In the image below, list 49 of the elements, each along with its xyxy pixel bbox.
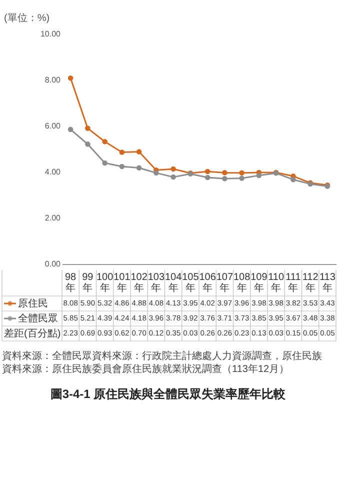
point (136, 165, 142, 170)
x-tick-label: 107年 (216, 272, 234, 294)
x-tick-label: 101年 (114, 272, 131, 294)
point (136, 149, 142, 154)
point (222, 176, 228, 182)
point (170, 166, 176, 172)
point (102, 139, 108, 144)
point (85, 126, 90, 131)
point (239, 176, 244, 181)
point (222, 170, 228, 176)
x-tick-label: 113年 (319, 272, 336, 294)
x-tick-label: 111年 (286, 272, 302, 294)
x-tick-label: 106年 (199, 272, 216, 294)
x-tick-label: 99年 (82, 272, 94, 294)
x-tick-label: 100年 (96, 272, 114, 294)
x-tick-label: 108年 (233, 272, 251, 294)
point (119, 164, 125, 170)
point (170, 174, 176, 180)
text: 差距(百分點) (4, 328, 61, 340)
x-tick-label: 98年 (65, 272, 77, 294)
point (239, 170, 244, 176)
point (204, 168, 210, 174)
y-tick-label: 6.00 (44, 122, 62, 130)
x-tick-label: 110年 (268, 272, 284, 294)
x-tick-label: 112年 (302, 272, 319, 294)
x-tick-label: 105年 (182, 272, 200, 294)
legend-label: 原住民 (18, 298, 48, 310)
x-tick-label: 102年 (130, 272, 148, 294)
y-tick-label: 8.00 (44, 76, 62, 84)
source-note: 資料來源：全體民眾資料來源：行政院主計總處人力資源調查，原住民族資料來源：原住民族委員會原住民族就業狀況調查（113年12月） (2, 350, 322, 375)
y-tick-label: 0.00 (44, 260, 62, 268)
point (68, 76, 74, 81)
x-tick-label: 103年 (148, 272, 165, 294)
point (119, 150, 125, 155)
point (290, 176, 296, 182)
y-tick-label: 4.00 (44, 168, 62, 176)
point (256, 172, 262, 178)
point (204, 174, 210, 180)
point (154, 170, 159, 176)
point (68, 126, 74, 132)
y-tick-label: 2.00 (44, 214, 62, 222)
x-tick-label: 104年 (164, 272, 182, 294)
point (85, 142, 90, 147)
point (102, 160, 108, 166)
text: 圖3-4-1 原住民族與全體民眾失業率歷年比較 (50, 387, 287, 401)
y-tick-label: 10.00 (40, 30, 62, 38)
x-tick-label: 109年 (250, 272, 268, 294)
legend-label: 全體民眾 (18, 312, 58, 324)
y-axis-title: (單位：%) (4, 12, 50, 24)
